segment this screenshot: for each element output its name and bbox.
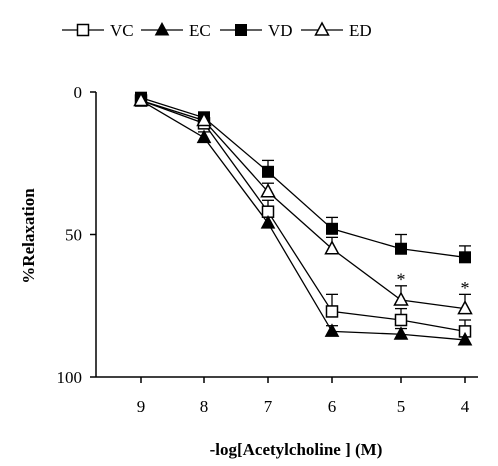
series-line-vd	[140, 97, 466, 258]
point-vd	[395, 242, 407, 255]
legend-marker-ed	[314, 21, 330, 36]
point-vd	[326, 222, 338, 235]
legend-label-ec: EC	[189, 21, 211, 40]
y-tick-label: 100	[57, 368, 83, 387]
legend-marker-vd	[235, 24, 247, 36]
y-tick-label: 0	[74, 83, 83, 102]
x-tick-label: 5	[397, 397, 406, 416]
point-ec	[196, 129, 212, 144]
point-ec	[457, 331, 473, 346]
legend-marker-vc	[76, 23, 90, 37]
y-axis-title: %Relaxation	[19, 188, 38, 284]
series-line-ec	[140, 99, 466, 341]
point-ec	[260, 215, 276, 229]
x-tick-label: 9	[137, 397, 146, 416]
x-axis-title: -log[Acetylcholine ] (M)	[210, 440, 383, 459]
point-vd	[459, 251, 471, 264]
series-markers	[133, 91, 473, 346]
y-tick-label: 50	[65, 226, 82, 245]
point-ed	[133, 91, 149, 107]
x-tick-label: 8	[200, 397, 209, 416]
legend-label-ed: ED	[349, 21, 372, 40]
point-ed	[260, 183, 276, 198]
point-vd	[262, 165, 274, 178]
significance-star: *	[461, 278, 470, 298]
series-line-ed	[140, 99, 466, 310]
x-tick-label: 6	[328, 397, 337, 416]
point-ed	[196, 111, 212, 127]
legend-marker-ec	[154, 21, 170, 36]
annotations: * *	[397, 269, 470, 298]
legend: VC EC VD ED	[62, 21, 372, 40]
point-vc	[325, 305, 339, 318]
point-ec	[324, 323, 340, 337]
series-line-vc	[140, 99, 466, 333]
legend-label-vc: VC	[110, 21, 134, 40]
point-ed	[457, 300, 473, 315]
significance-star: *	[397, 269, 406, 289]
point-ed	[393, 291, 409, 306]
point-ec	[393, 326, 409, 340]
point-vc	[394, 313, 408, 327]
x-tick-label: 4	[461, 397, 470, 416]
series-lines	[140, 97, 466, 341]
x-tick-label: 7	[264, 397, 273, 416]
point-ed	[324, 240, 340, 255]
legend-label-vd: VD	[268, 21, 293, 40]
axes: 0 50 100 9 8 7 6 5 4	[57, 83, 478, 416]
